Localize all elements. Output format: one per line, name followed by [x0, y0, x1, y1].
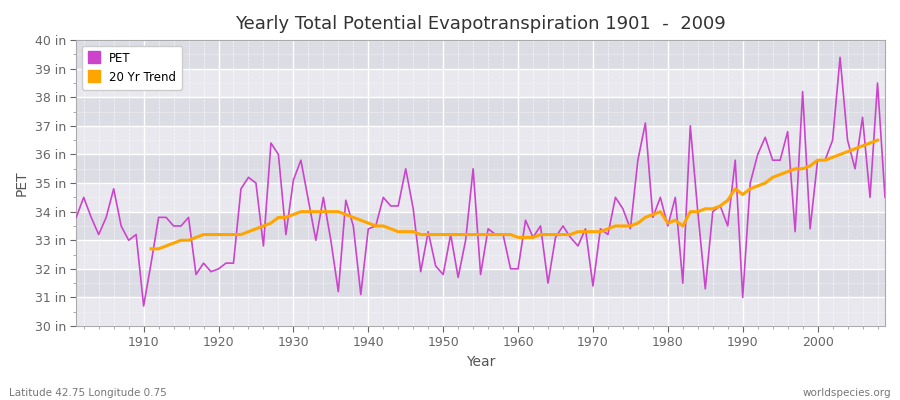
Bar	[76, 40, 885, 69]
Legend: PET, 20 Yr Trend: PET, 20 Yr Trend	[82, 46, 182, 90]
Bar	[76, 269, 885, 298]
Bar	[76, 240, 885, 269]
Y-axis label: PET: PET	[15, 170, 29, 196]
Text: worldspecies.org: worldspecies.org	[803, 388, 891, 398]
Bar	[76, 126, 885, 154]
Text: Latitude 42.75 Longitude 0.75: Latitude 42.75 Longitude 0.75	[9, 388, 166, 398]
Bar	[76, 69, 885, 97]
Bar	[76, 298, 885, 326]
Title: Yearly Total Potential Evapotranspiration 1901  -  2009: Yearly Total Potential Evapotranspiratio…	[235, 15, 726, 33]
X-axis label: Year: Year	[466, 355, 495, 369]
Bar	[76, 154, 885, 183]
Bar	[76, 97, 885, 126]
Bar	[76, 212, 885, 240]
Bar	[76, 183, 885, 212]
